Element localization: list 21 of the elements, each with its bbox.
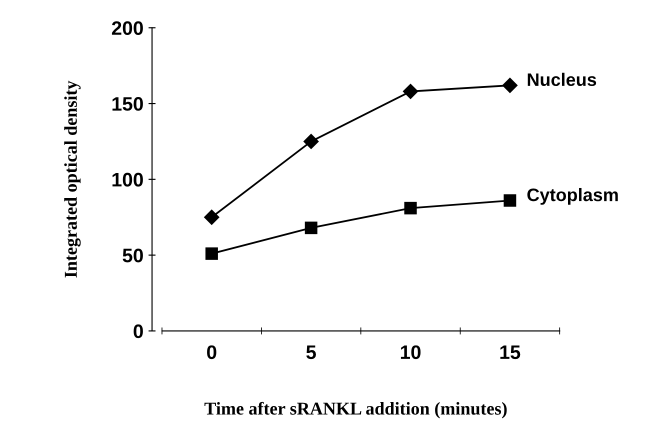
x-tick-label: 15: [500, 346, 520, 360]
point: [204, 210, 220, 225]
point: [504, 194, 516, 207]
y-tick-label: 150: [112, 97, 143, 111]
x-tick-label: 10: [400, 345, 421, 360]
point: [502, 78, 518, 93]
x-tick-label: 0: [207, 345, 216, 360]
y-tick-label: 100: [112, 172, 143, 187]
y-tick-label: 200: [112, 21, 143, 35]
point: [404, 202, 417, 214]
point: [304, 222, 318, 234]
y-axis-title: Integrated optical density: [64, 80, 81, 278]
y-tick-label: 0: [134, 324, 143, 338]
x-axis-title: Time after sRANKL addition (minutes): [204, 402, 507, 418]
point: [205, 247, 218, 260]
series-label: Nucleus: [528, 72, 596, 86]
x-tick-label: 5: [306, 346, 316, 360]
point: [402, 84, 418, 99]
series-label: Cytoplasm: [527, 188, 618, 205]
point: [304, 134, 319, 150]
y-tick-label: 50: [122, 248, 143, 262]
